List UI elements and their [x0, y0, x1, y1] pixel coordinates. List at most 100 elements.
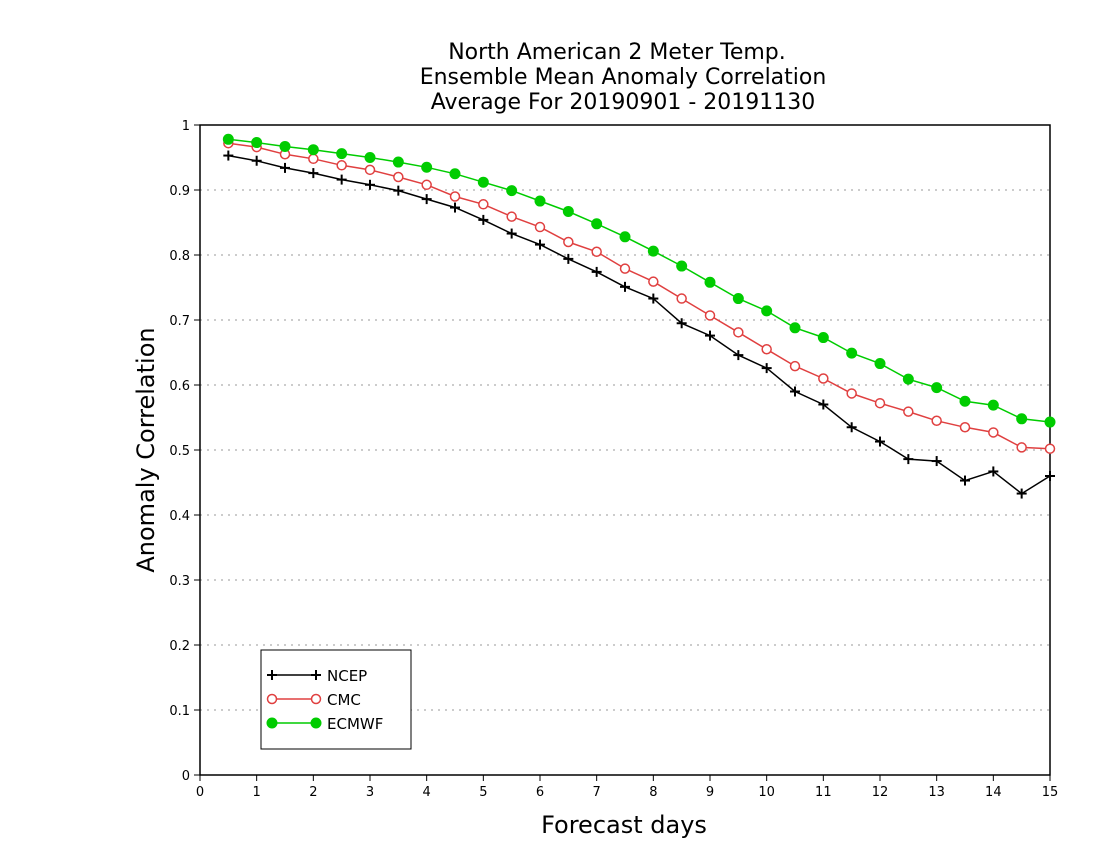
y-tick-label: 0.5 — [169, 444, 190, 459]
data-point-ecmwf — [619, 231, 631, 243]
x-tick-label: 9 — [706, 785, 714, 800]
x-tick-label: 11 — [815, 785, 832, 800]
data-point-ecmwf — [789, 322, 801, 334]
series-cmc — [223, 137, 1056, 454]
x-tick-label: 13 — [928, 785, 945, 800]
data-point-cmc — [563, 236, 574, 248]
legend-item-cmc: CMC — [266, 691, 361, 709]
legend-marker-ecmwf-end — [310, 717, 322, 729]
chart-title-line-1: North American 2 Meter Temp. — [448, 40, 786, 65]
data-point-cmc — [364, 164, 376, 176]
data-point-ecmwf — [931, 382, 943, 394]
series-line-cmc — [228, 142, 1051, 450]
data-point-ecmwf — [761, 305, 773, 317]
data-point-cmc — [1016, 442, 1027, 453]
data-point-cmc — [988, 427, 999, 438]
data-point-cmc — [874, 397, 886, 409]
data-point-ecmwf — [817, 332, 829, 344]
data-point-ecmwf — [591, 218, 603, 230]
x-tick-label: 1 — [253, 785, 261, 800]
legend: NCEP CMC ECMWF — [260, 649, 412, 750]
legend-marker-ecmwf-start — [266, 717, 278, 729]
data-point-ecmwf — [279, 140, 291, 152]
data-point-ecmwf — [251, 137, 263, 149]
series-group — [222, 133, 1056, 499]
data-point-cmc — [733, 327, 744, 338]
series-ncep — [223, 150, 1055, 499]
data-point-cmc — [704, 310, 716, 321]
data-point-ecmwf — [732, 293, 744, 305]
data-point-cmc — [619, 263, 631, 274]
data-point-cmc — [336, 160, 347, 171]
data-point-cmc — [478, 199, 489, 210]
x-tick-label: 2 — [309, 785, 317, 800]
y-tick-label: 1 — [182, 119, 190, 134]
x-tick-label: 3 — [366, 785, 374, 800]
legend-item-ncep: NCEP — [267, 667, 367, 685]
y-axis-ticks: 0 0.1 0.2 0.3 0.4 0.5 0.6 0.7 0.8 0.9 1 — [169, 119, 200, 784]
data-point-ecmwf — [421, 161, 433, 173]
data-point-ecmwf — [222, 133, 234, 145]
data-point-ecmwf — [534, 195, 546, 207]
legend-label-cmc: CMC — [327, 691, 361, 709]
data-point-cmc — [506, 211, 517, 222]
data-point-ecmwf — [987, 399, 999, 411]
data-point-cmc — [931, 415, 942, 426]
data-point-cmc — [449, 191, 461, 202]
data-point-ecmwf — [336, 148, 348, 160]
chart-title-line-2: Ensemble Mean Anomaly Correlation — [420, 65, 827, 90]
data-point-cmc — [818, 373, 829, 384]
data-point-cmc — [308, 153, 319, 165]
data-point-cmc — [761, 344, 772, 355]
data-point-ecmwf — [562, 205, 574, 217]
data-point-ecmwf — [392, 156, 404, 168]
x-tick-label: 4 — [423, 785, 431, 800]
y-tick-label: 0 — [182, 769, 190, 784]
data-point-ecmwf — [1016, 413, 1028, 425]
x-tick-label: 12 — [872, 785, 889, 800]
data-point-ecmwf — [1044, 416, 1056, 428]
data-point-cmc — [591, 246, 602, 257]
x-tick-label: 8 — [649, 785, 657, 800]
x-tick-label: 6 — [536, 785, 544, 800]
data-point-cmc — [421, 179, 432, 191]
y-tick-label: 0.7 — [169, 314, 190, 329]
data-point-ecmwf — [449, 168, 461, 180]
y-tick-label: 0.9 — [169, 184, 190, 199]
data-point-ecmwf — [902, 373, 914, 385]
data-point-cmc — [534, 221, 546, 233]
data-point-ecmwf — [364, 152, 376, 163]
x-axis-label: Forecast days — [541, 811, 707, 839]
x-axis-ticks: 0 1 2 3 4 5 6 7 8 9 10 11 12 13 14 15 — [196, 775, 1058, 800]
data-point-ecmwf — [477, 176, 489, 188]
legend-label-ecmwf: ECMWF — [327, 715, 383, 733]
y-tick-label: 0.2 — [169, 639, 190, 654]
data-point-cmc — [676, 293, 687, 304]
data-point-cmc — [903, 406, 914, 417]
series-line-ncep — [228, 154, 1051, 495]
legend-marker-cmc-start — [266, 693, 278, 705]
series-ecmwf — [222, 133, 1056, 428]
y-tick-label: 0.3 — [169, 574, 190, 589]
data-point-ecmwf — [846, 347, 858, 359]
x-tick-label: 0 — [196, 785, 204, 800]
y-axis-label: Anomaly Correlation — [132, 327, 160, 572]
x-tick-label: 7 — [593, 785, 601, 800]
data-point-cmc — [393, 171, 404, 183]
x-tick-label: 14 — [985, 785, 1002, 800]
data-point-ecmwf — [959, 395, 971, 407]
data-point-ecmwf — [874, 358, 886, 370]
data-point-ecmwf — [676, 260, 688, 272]
chart-title-line-3: Average For 20190901 - 20191130 — [431, 90, 816, 115]
y-tick-label: 0.8 — [169, 249, 190, 264]
legend-item-ecmwf: ECMWF — [266, 715, 383, 733]
legend-label-ncep: NCEP — [327, 667, 367, 685]
data-point-cmc — [789, 360, 801, 372]
y-tick-label: 0.6 — [169, 379, 190, 394]
data-point-cmc — [648, 276, 659, 287]
y-tick-label: 0.1 — [169, 704, 190, 719]
data-point-ecmwf — [506, 185, 518, 197]
chart-title: North American 2 Meter Temp. Ensemble Me… — [420, 40, 827, 115]
x-tick-label: 5 — [479, 785, 487, 800]
